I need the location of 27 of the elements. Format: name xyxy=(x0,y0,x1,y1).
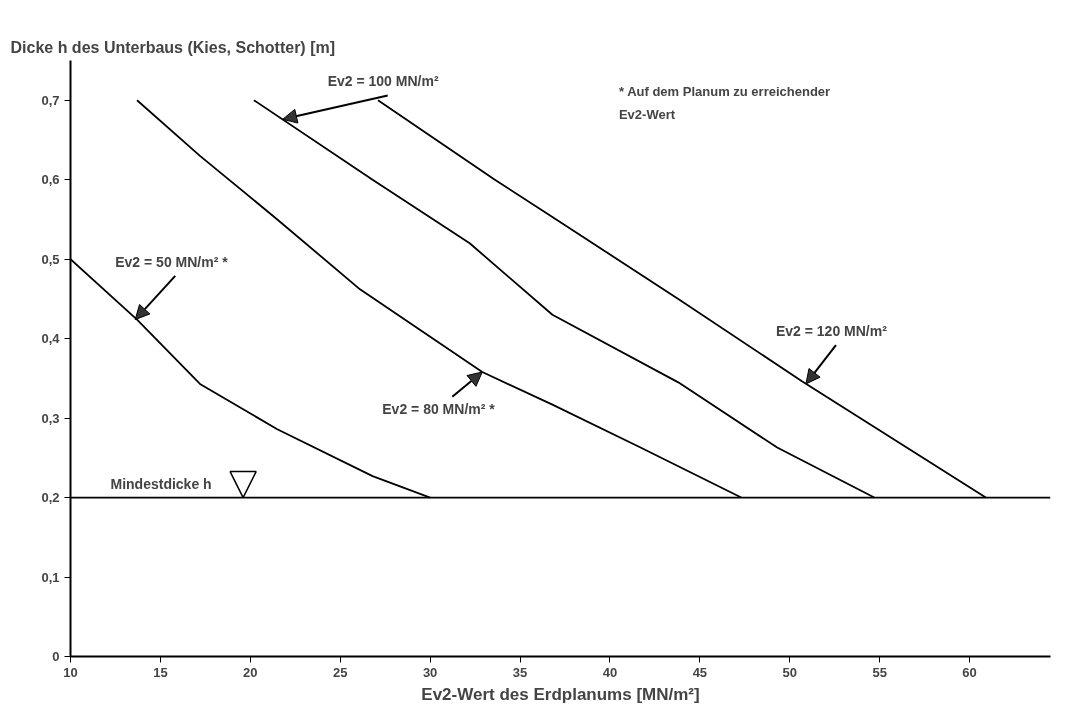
annotation: Ev2 = 100 MN/m² xyxy=(327,73,439,90)
annotation: * Auf dem Planum zu erreichender Ev2-Wert xyxy=(618,84,831,122)
y-tick-label: 0,2 xyxy=(41,490,60,506)
x-tick-label: 30 xyxy=(422,664,438,680)
annotation: Ev2 = 50 MN/m² * xyxy=(115,253,229,270)
x-tick-label: 50 xyxy=(782,664,797,680)
annotation: Ev2 = 80 MN/m² * xyxy=(382,401,496,418)
x-tick-label: 55 xyxy=(872,664,887,680)
x-axis-title: Ev2-Wert des Erdplanums [MN/m²] xyxy=(421,684,700,704)
x-tick-label: 45 xyxy=(692,664,708,680)
x-tick-label: 10 xyxy=(63,664,78,680)
x-tick-label: 60 xyxy=(962,664,977,680)
x-tick-label: 15 xyxy=(153,664,168,680)
annotation: Ev2 = 120 MN/m² xyxy=(775,322,888,339)
y-tick-label: 0,1 xyxy=(41,569,60,585)
y-tick-label: 0,7 xyxy=(41,92,60,108)
y-axis-title: Dicke h des Unterbaus (Kies, Schotter) [m] xyxy=(10,38,336,56)
x-tick-label: 20 xyxy=(243,664,258,680)
y-tick-label: 0 xyxy=(52,649,60,664)
y-tick-label: 0,6 xyxy=(41,172,60,188)
x-tick-label: 35 xyxy=(512,664,528,680)
y-tick-label: 0,5 xyxy=(41,251,60,267)
y-tick-label: 0,4 xyxy=(41,331,61,347)
legend-label: Mindestdicke h xyxy=(110,475,212,492)
y-tick-label: 0,3 xyxy=(41,410,60,426)
x-tick-label: 40 xyxy=(602,664,618,680)
x-tick-label: 25 xyxy=(332,664,348,680)
